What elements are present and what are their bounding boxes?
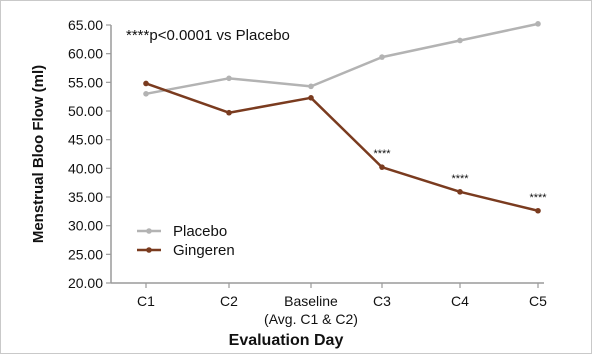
significance-label: ****: [451, 173, 469, 185]
y-tick-label: 45.00: [68, 132, 103, 148]
y-tick-label: 60.00: [68, 46, 103, 62]
axes-group: [110, 25, 544, 284]
y-tick-label: 20.00: [68, 275, 103, 291]
legend-placebo-marker-icon: [146, 228, 152, 234]
y-tick-label: 35.00: [68, 189, 103, 205]
legend: Placebo Gingeren: [137, 223, 235, 259]
gingeren-point: [457, 189, 463, 195]
legend-entry-gingeren: Gingeren: [173, 242, 235, 259]
gingeren-point: [143, 80, 149, 87]
y-tick-label: 40.00: [68, 160, 103, 176]
x-tick-label: Baseline: [284, 293, 338, 309]
legend-entry-placebo: Placebo: [173, 223, 227, 240]
annotation-text: ****p<0.0001 vs Placebo: [126, 27, 290, 44]
series-group: [143, 21, 541, 214]
x-tick-label-subtitle: (Avg. C1 & C2): [264, 311, 358, 327]
significance-group: **** **** ****: [373, 148, 547, 204]
y-tick-label: 55.00: [68, 74, 103, 90]
gingeren-point: [379, 164, 385, 170]
x-tick-label: C2: [220, 293, 238, 309]
significance-label: ****: [373, 148, 391, 160]
x-tick-label: C4: [451, 293, 469, 309]
y-tick-label: 25.00: [68, 246, 103, 262]
x-axis-title: Evaluation Day: [229, 332, 344, 349]
y-axis-title: Menstrual Bloo Flow (ml): [30, 65, 47, 243]
x-tick-label: C5: [529, 293, 547, 309]
gingeren-series-line: [144, 82, 540, 213]
x-tick-label: C1: [137, 293, 155, 309]
y-tick-label: 65.00: [68, 17, 103, 33]
gingeren-point: [308, 95, 314, 101]
y-tick-label: 30.00: [68, 218, 103, 234]
y-ticks-group: 20.00 25.00 30.00 35.00 40.00 45.00 50.00 55.00…: [68, 17, 111, 291]
gingeren-point: [226, 109, 232, 116]
placebo-point: [535, 21, 541, 27]
legend-gingeren-marker-icon: [146, 247, 152, 253]
placebo-point: [226, 75, 232, 82]
x-ticks-group: C1 C2 Baseline (Avg. C1 & C2) C3 C4 C5: [137, 283, 547, 327]
gingeren-point: [535, 207, 541, 214]
placebo-point: [457, 37, 463, 44]
significance-label: ****: [529, 192, 547, 204]
x-tick-label: C3: [373, 293, 391, 309]
placebo-series-line: [144, 22, 540, 96]
y-tick-label: 50.00: [68, 103, 103, 119]
placebo-point: [143, 91, 149, 97]
placebo-point: [308, 83, 314, 90]
placebo-point: [379, 54, 385, 60]
